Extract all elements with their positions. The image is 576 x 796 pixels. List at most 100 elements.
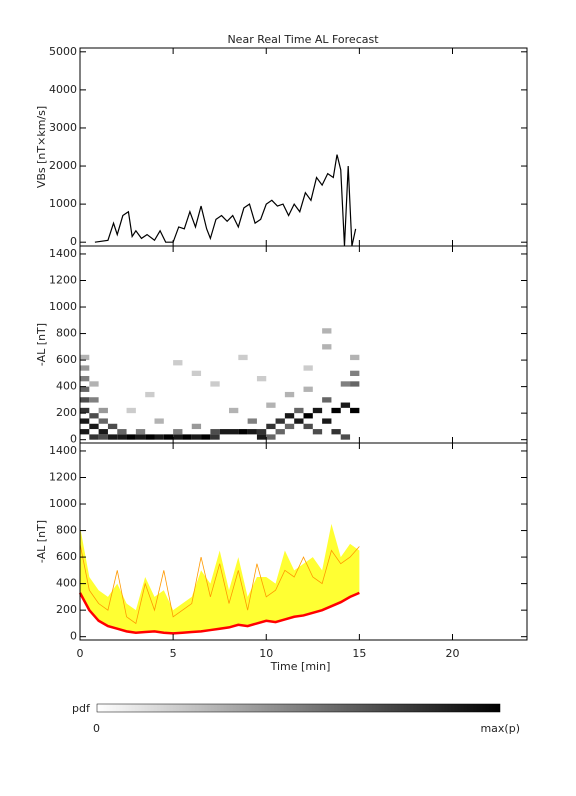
heat-cell: [238, 354, 248, 361]
heat-cell: [256, 376, 267, 382]
heat-cell: [350, 354, 360, 361]
heat-cell: [256, 434, 267, 440]
y-tick-label: 200: [56, 603, 77, 616]
y-axis-label: -AL [nT]: [35, 323, 48, 366]
heat-cell: [303, 423, 313, 430]
x-tick-label: 10: [259, 647, 273, 660]
heat-cell: [340, 434, 351, 440]
heat-cell: [107, 434, 118, 440]
heat-cell: [191, 434, 202, 440]
heat-cell: [89, 413, 99, 419]
heat-cell: [80, 365, 90, 371]
forecast-line: [79, 543, 360, 625]
heat-cell: [284, 423, 295, 430]
heat-cell: [117, 429, 127, 435]
heat-cell: [275, 429, 285, 435]
heat-cell: [303, 413, 313, 419]
heat-cell: [266, 402, 276, 408]
heat-cell: [80, 397, 90, 403]
heat-cell: [266, 423, 276, 430]
x-tick-label: 20: [446, 647, 460, 660]
heat-cell: [350, 407, 360, 414]
heat-cell: [210, 429, 220, 435]
heat-cell: [98, 434, 108, 440]
heat-cell: [284, 413, 295, 419]
heat-cell: [350, 381, 360, 387]
heat-cell: [80, 354, 90, 361]
y-tick-label: 3000: [49, 121, 77, 134]
forecast-band: [80, 523, 360, 634]
heat-cell: [201, 434, 211, 440]
heat-cell: [322, 397, 332, 403]
y-tick-label: 1200: [49, 470, 77, 483]
heat-cell: [219, 429, 229, 435]
heat-cell: [98, 429, 108, 435]
y-tick-label: 200: [56, 406, 77, 419]
y-tick-label: 0: [70, 433, 77, 446]
x-tick-label: 0: [77, 647, 84, 660]
colorbar: [96, 703, 501, 713]
x-tick-label: 5: [170, 647, 177, 660]
heat-cell: [256, 429, 267, 435]
heat-cell: [126, 434, 136, 440]
heat-cell: [80, 407, 90, 414]
heat-cell: [80, 429, 90, 435]
heat-cell: [229, 407, 239, 414]
heat-cell: [117, 434, 127, 440]
heat-cell: [154, 434, 164, 440]
heat-cell: [331, 429, 341, 435]
y-tick-label: 1000: [49, 300, 77, 313]
heat-cell: [135, 429, 146, 435]
y-tick-label: 600: [56, 550, 77, 563]
heat-cell: [284, 391, 295, 398]
y-tick-label: 800: [56, 327, 77, 340]
heat-cell: [107, 423, 118, 430]
heat-cell: [322, 344, 332, 350]
heat-cell: [191, 423, 202, 430]
forecast-line: [78, 591, 360, 635]
heat-cell: [238, 429, 248, 435]
y-tick-label: 1400: [49, 247, 77, 260]
y-tick-label: 400: [56, 380, 77, 393]
y-tick-label: 0: [70, 235, 77, 248]
heat-cell: [173, 429, 183, 435]
x-axis-label: Time [min]: [270, 660, 331, 673]
heat-cell: [294, 407, 304, 414]
heat-cell: [173, 360, 183, 366]
heat-cell: [312, 407, 323, 414]
y-tick-label: 5000: [49, 45, 77, 58]
heat-cell: [312, 429, 323, 435]
heat-cell: [322, 418, 332, 424]
heat-cell: [331, 407, 341, 414]
y-tick-label: 4000: [49, 83, 77, 96]
colorbar-label: max(p): [480, 722, 520, 735]
y-tick-label: 400: [56, 577, 77, 590]
heat-cell: [135, 434, 146, 440]
y-tick-label: 2000: [49, 159, 77, 172]
heat-cell: [98, 418, 108, 424]
data-line: [94, 154, 357, 247]
heat-cell: [89, 434, 99, 440]
axes-frame: [79, 442, 528, 641]
heat-cell: [191, 370, 202, 377]
colorbar-label: 0: [93, 722, 100, 735]
heat-cell: [182, 434, 192, 440]
axes-frame: [79, 47, 528, 247]
heat-cell: [80, 386, 90, 392]
y-tick-label: 1000: [49, 497, 77, 510]
heat-cell: [98, 407, 108, 414]
heat-cell: [89, 381, 99, 387]
y-tick-label: 800: [56, 524, 77, 537]
y-tick-label: 1000: [49, 197, 77, 210]
y-tick-label: 0: [70, 630, 77, 643]
heat-cell: [210, 381, 220, 387]
heat-cell: [340, 402, 351, 408]
heat-cell: [173, 434, 183, 440]
heat-cell: [126, 407, 136, 414]
heat-cell: [303, 386, 313, 392]
heat-cell: [275, 418, 285, 424]
heat-cell: [80, 376, 90, 382]
heat-cell: [350, 370, 360, 377]
heat-cell: [229, 429, 239, 435]
